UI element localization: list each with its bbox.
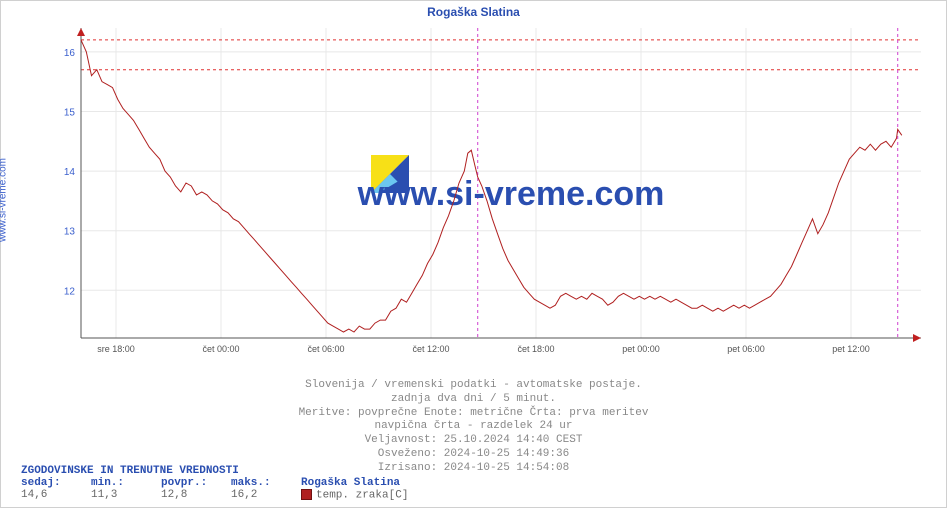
svg-text:pet 06:00: pet 06:00 <box>727 344 765 354</box>
chart-title: Rogaška Slatina <box>1 5 946 19</box>
caption-line: Veljavnost: 25.10.2024 14:40 CEST <box>1 434 946 448</box>
legend-value: 16,2 <box>231 489 301 501</box>
caption-line: Meritve: povprečne Enote: metrične Črta:… <box>1 407 946 421</box>
legend-value-row: 14,6 11,3 12,8 16,2 temp. zraka[C] <box>21 489 451 501</box>
svg-text:15: 15 <box>64 107 76 118</box>
legend-title: ZGODOVINSKE IN TRENUTNE VREDNOSTI <box>21 465 451 477</box>
svg-text:www.si-vreme.com: www.si-vreme.com <box>357 175 665 213</box>
caption-line: Osveženo: 2024-10-25 14:49:36 <box>1 448 946 462</box>
svg-text:12: 12 <box>64 286 76 297</box>
legend-header-row: sedaj: min.: povpr.: maks.: Rogaška Slat… <box>21 477 451 489</box>
svg-text:14: 14 <box>64 167 76 178</box>
svg-text:pet 12:00: pet 12:00 <box>832 344 870 354</box>
legend-series-name: Rogaška Slatina <box>301 477 451 489</box>
caption-block: Slovenija / vremenski podatki - avtomats… <box>1 379 946 475</box>
plot-area: www.si-vreme.com sre 18:00 čet 00:00 čet 0… <box>51 23 931 363</box>
legend-header: maks.: <box>231 477 301 489</box>
svg-text:čet 12:00: čet 12:00 <box>412 344 449 354</box>
chart-container: www.si-vreme.com Rogaška Slatina www.si-… <box>0 0 947 508</box>
svg-text:pet 00:00: pet 00:00 <box>622 344 660 354</box>
legend-series-desc: temp. zraka[C] <box>301 489 451 501</box>
legend-value: 14,6 <box>21 489 91 501</box>
legend-value: 12,8 <box>161 489 231 501</box>
svg-text:čet 18:00: čet 18:00 <box>517 344 554 354</box>
legend-header: min.: <box>91 477 161 489</box>
svg-text:13: 13 <box>64 227 76 238</box>
legend-value: 11,3 <box>91 489 161 501</box>
caption-line: zadnja dva dni / 5 minut. <box>1 393 946 407</box>
legend-series-desc-text: temp. zraka[C] <box>316 489 408 501</box>
caption-line: Slovenija / vremenski podatki - avtomats… <box>1 379 946 393</box>
legend-swatch-icon <box>301 489 312 500</box>
plot-svg: www.si-vreme.com sre 18:00 čet 00:00 čet 0… <box>51 23 931 363</box>
svg-text:čet 00:00: čet 00:00 <box>202 344 239 354</box>
yaxis-label: www.si-vreme.com <box>0 158 9 242</box>
svg-text:sre 18:00: sre 18:00 <box>97 344 135 354</box>
legend-header: sedaj: <box>21 477 91 489</box>
caption-line: navpična črta - razdelek 24 ur <box>1 420 946 434</box>
svg-text:16: 16 <box>64 48 76 59</box>
legend-header: povpr.: <box>161 477 231 489</box>
legend-block: ZGODOVINSKE IN TRENUTNE VREDNOSTI sedaj:… <box>21 465 451 501</box>
svg-text:čet 06:00: čet 06:00 <box>307 344 344 354</box>
